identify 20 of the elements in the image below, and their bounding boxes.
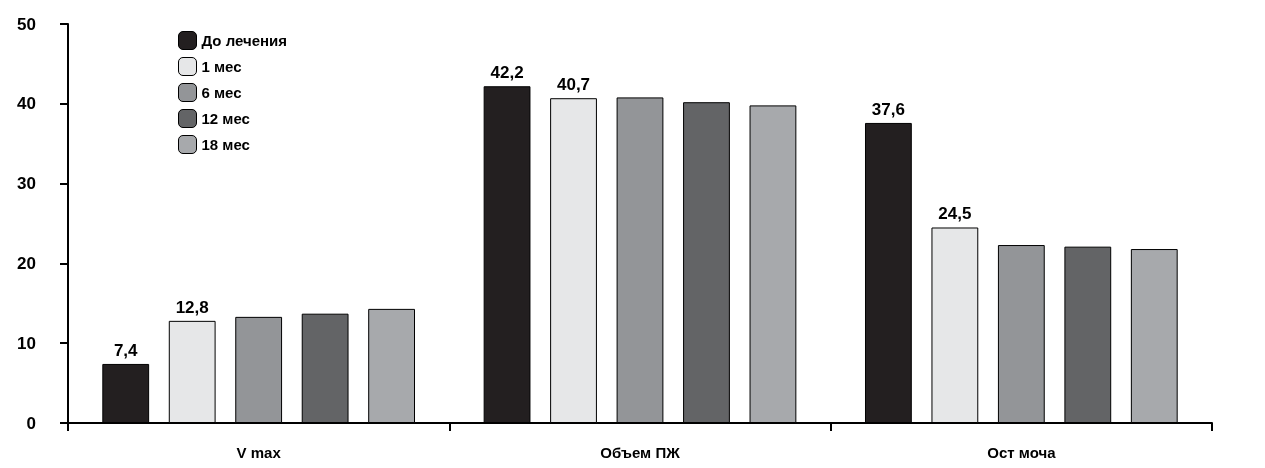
legend-label: 12 мес <box>201 110 250 127</box>
legend-label: 6 мес <box>201 84 242 101</box>
data-label: 40,7 <box>556 75 591 95</box>
data-label: 42,2 <box>490 63 524 83</box>
data-label: 12,8 <box>175 297 209 317</box>
y-tick-label: 0 <box>26 413 36 433</box>
y-tick-label: 50 <box>17 14 36 34</box>
x-tick-label: V max <box>236 444 282 461</box>
y-tick-label: 30 <box>17 174 36 194</box>
legend-label: До лечения <box>201 32 288 49</box>
y-tick-label: 40 <box>17 94 36 114</box>
y-tick-label: 20 <box>17 253 36 273</box>
legend-label: 18 мес <box>201 136 250 153</box>
x-tick-label: Ост моча <box>987 444 1057 461</box>
data-label: 24,5 <box>938 204 972 224</box>
data-label: 37,6 <box>871 99 905 119</box>
data-label: 7,4 <box>113 340 139 360</box>
x-tick-label: Объем ПЖ <box>600 444 681 461</box>
y-tick-label: 10 <box>17 333 36 353</box>
legend-label: 1 мес <box>201 58 242 75</box>
